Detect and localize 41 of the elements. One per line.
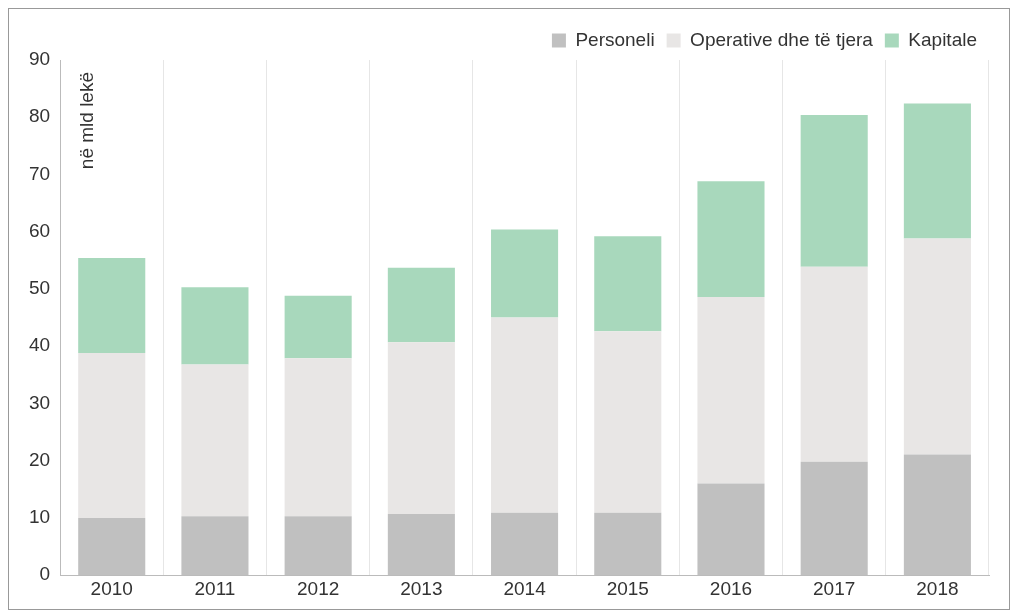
x-tick-label: 2014 xyxy=(503,577,547,599)
bar xyxy=(181,364,249,517)
x-tick-label: 2012 xyxy=(297,577,340,599)
bar xyxy=(491,229,559,318)
y-tick-label: 0 xyxy=(39,563,51,585)
x-tick-label: 2016 xyxy=(709,577,753,599)
x-tick-label: 2010 xyxy=(90,577,133,599)
bar xyxy=(800,114,868,267)
bar xyxy=(284,295,352,359)
y-axis-title: në mld lekë xyxy=(76,72,98,170)
bar xyxy=(181,287,249,365)
x-tick-label: 2015 xyxy=(606,577,649,599)
y-tick-label: 60 xyxy=(28,219,51,241)
legend-label: Operative dhe të tjera xyxy=(690,28,874,50)
bar xyxy=(594,331,662,513)
bar xyxy=(491,317,559,513)
x-tick-label: 2018 xyxy=(916,577,959,599)
bar xyxy=(903,103,971,239)
x-tick-label: 2013 xyxy=(400,577,443,599)
y-tick-label: 90 xyxy=(28,48,51,70)
y-tick-label: 30 xyxy=(28,391,51,413)
legend-label: Personeli xyxy=(575,28,655,50)
bar xyxy=(387,342,455,514)
y-tick-label: 20 xyxy=(28,448,51,470)
bar xyxy=(78,258,146,354)
bar xyxy=(903,238,971,455)
bar xyxy=(697,181,765,297)
bar xyxy=(284,358,352,517)
bar xyxy=(78,353,146,518)
y-tick-label: 50 xyxy=(28,277,51,299)
y-tick-label: 80 xyxy=(28,105,51,127)
bar xyxy=(594,236,662,332)
x-tick-label: 2011 xyxy=(194,577,236,599)
y-tick-label: 40 xyxy=(28,334,51,356)
y-tick-label: 10 xyxy=(28,506,51,528)
y-tick-label: 70 xyxy=(28,162,51,184)
bar xyxy=(387,267,455,343)
bar xyxy=(800,266,868,462)
legend-label: Kapitale xyxy=(908,28,978,50)
bar xyxy=(697,296,765,484)
x-tick-label: 2017 xyxy=(813,577,856,599)
